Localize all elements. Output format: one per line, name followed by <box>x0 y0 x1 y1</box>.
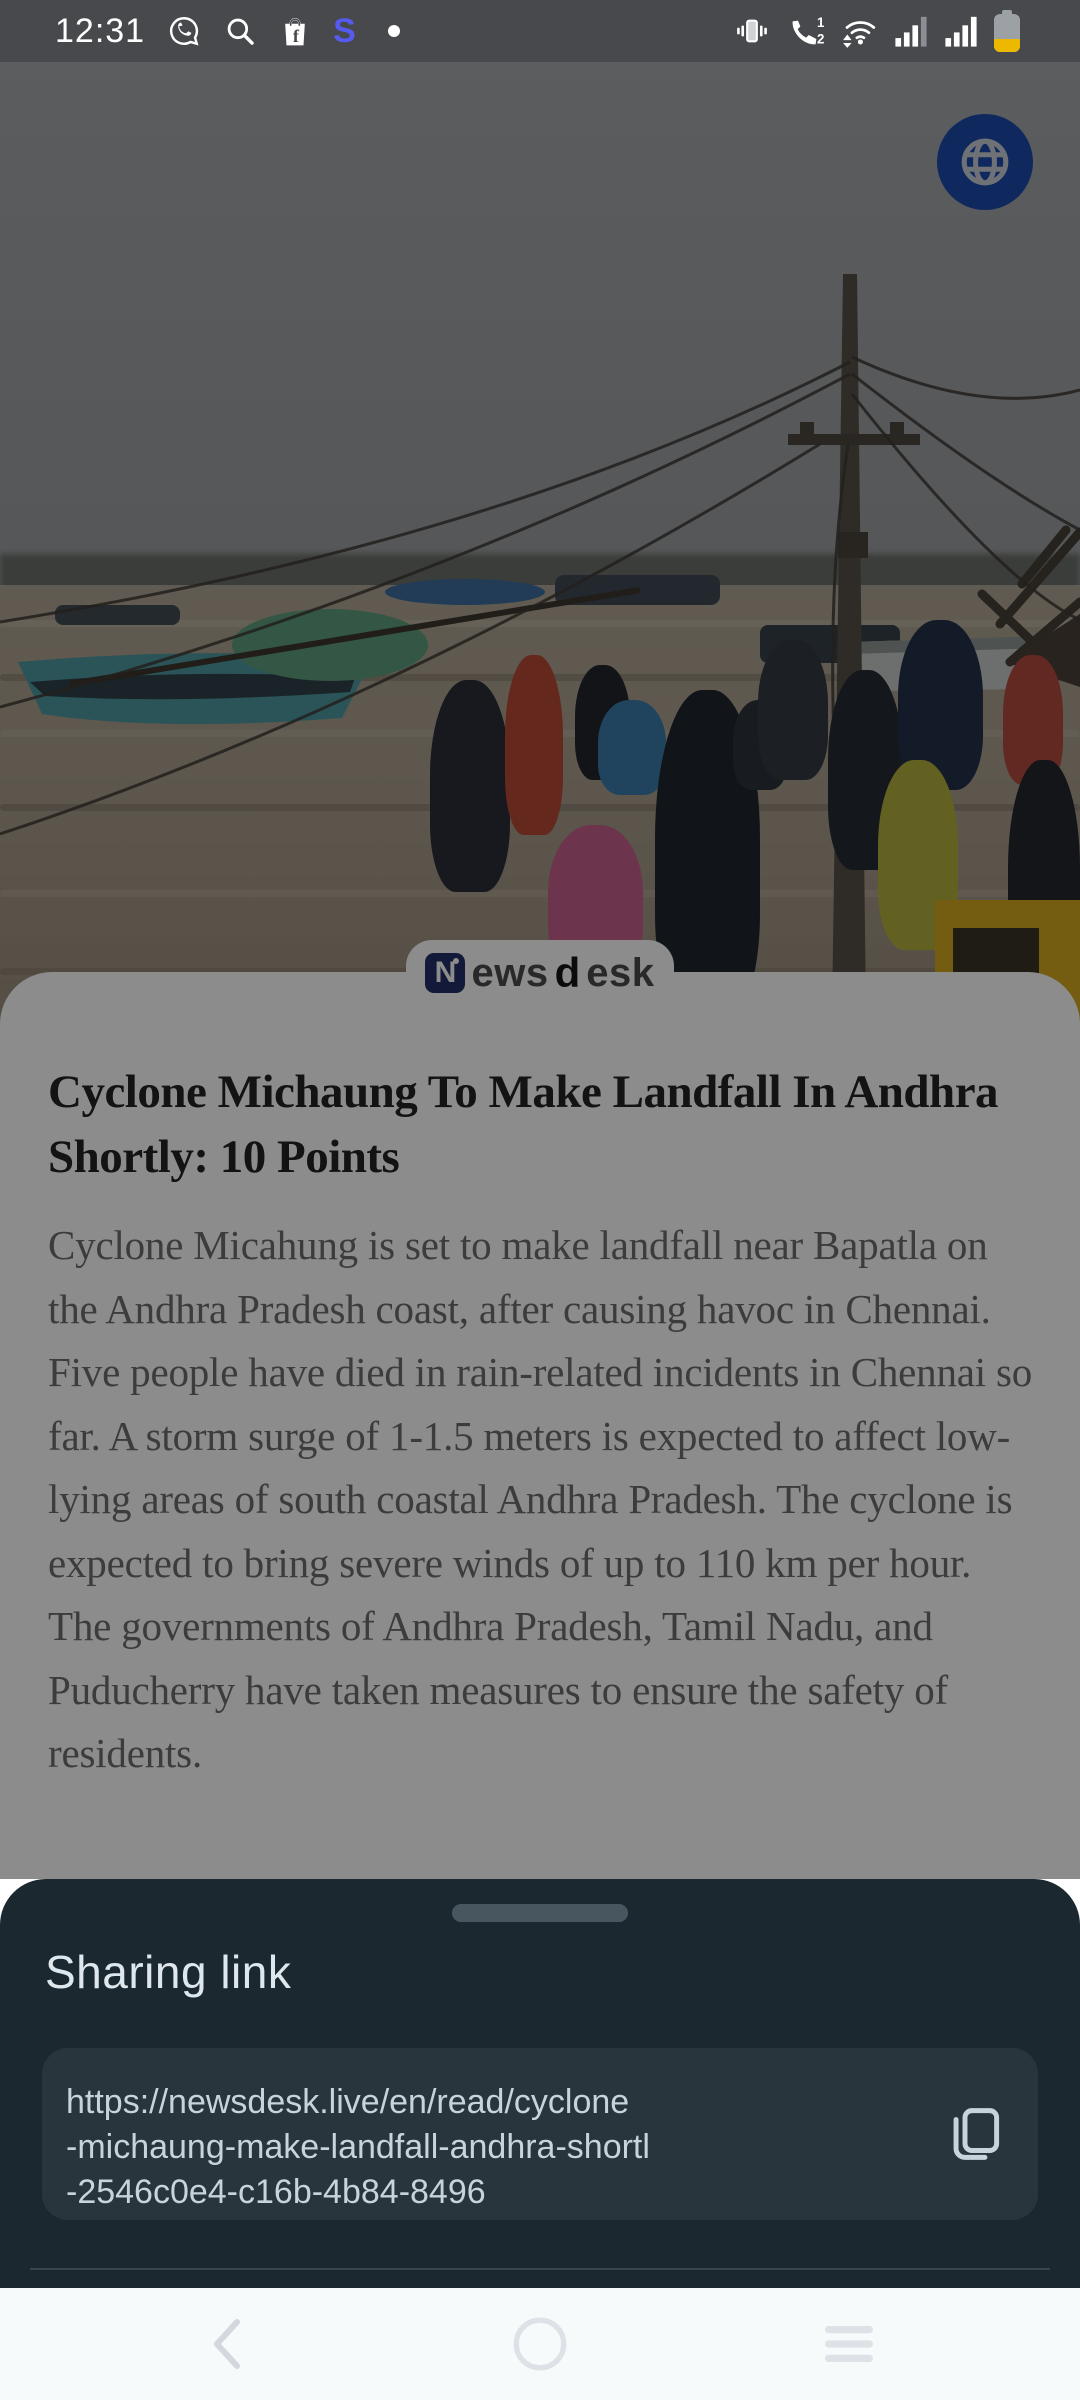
recents-menu-icon <box>825 2326 873 2362</box>
newsdesk-badge-icon: N <box>425 953 466 993</box>
signal-sim1-icon <box>895 16 927 47</box>
home-circle-icon <box>513 2317 567 2371</box>
language-globe-button[interactable] <box>937 114 1033 210</box>
clock-time: 12:31 <box>55 11 146 50</box>
svg-text:1: 1 <box>817 15 824 30</box>
article-body: Cyclone Micahung is set to make landfall… <box>48 1222 1033 1776</box>
badge-dot <box>453 958 460 964</box>
share-url-line: -2546c0e4-c16b-4b84-8496 <box>66 2173 486 2211</box>
wave-streak <box>0 620 1080 627</box>
share-url-line: https://newsdesk.live/en/read/cyclone <box>66 2083 630 2121</box>
nav-back-button[interactable] <box>167 2288 287 2400</box>
brand-wordmark-d: d <box>554 949 581 996</box>
nav-home-button[interactable] <box>480 2288 600 2400</box>
sheet-divider <box>30 2268 1050 2270</box>
status-bar-right: 1 2 <box>734 10 1080 52</box>
nav-recents-button[interactable] <box>789 2288 909 2400</box>
sheet-title: Sharing link <box>45 1946 292 1998</box>
brand-logo-tab: N ews d esk <box>406 940 674 1006</box>
back-chevron-icon <box>214 2319 240 2369</box>
badge-letter: N <box>434 956 457 989</box>
wave-streak <box>0 890 1080 897</box>
search-icon <box>227 18 254 45</box>
android-nav-bar <box>0 2288 1080 2400</box>
svg-text:f: f <box>293 26 300 46</box>
svg-text:2: 2 <box>817 32 824 47</box>
boats-pole-wires-graphic <box>0 274 1080 1012</box>
s-app-icon: S <box>333 12 356 50</box>
signal-sim2-icon <box>945 16 977 47</box>
person-figure-red-shirt <box>505 655 563 835</box>
share-url-box[interactable]: https://newsdesk.live/en/read/cyclone -m… <box>42 2048 1038 2220</box>
sheet-drag-handle[interactable] <box>452 1904 628 1922</box>
whatsapp-icon <box>170 17 199 46</box>
dual-sim-call-icon: 1 2 <box>792 15 824 47</box>
battery-icon <box>994 10 1020 52</box>
modal-scrim[interactable] <box>0 62 1080 1879</box>
brand-wordmark-part2: esk <box>586 950 655 995</box>
copy-icon <box>953 2108 1000 2160</box>
status-bar-left: 12:31 f S <box>0 12 400 51</box>
person-figure <box>758 640 828 780</box>
vibrate-icon <box>737 19 767 43</box>
person-figure-blue-tarp <box>598 700 666 795</box>
status-bar: 12:31 f S <box>0 0 1080 62</box>
share-url-line: -michaung-make-landfall-andhra-shortl <box>66 2128 650 2166</box>
shop-bag-f-icon: f <box>285 18 305 46</box>
notification-dot-icon <box>387 25 400 37</box>
copy-link-button[interactable] <box>938 2096 1014 2172</box>
person-figure <box>430 680 510 892</box>
brand-wordmark-part1: ews <box>471 950 549 995</box>
article-title: Cyclone Michaung To Make Landfall In And… <box>48 1066 999 1183</box>
globe-icon <box>961 138 1009 186</box>
wifi-arrows-icon <box>843 21 876 48</box>
article-hero-photo <box>0 62 1080 1060</box>
share-bottom-sheet: Sharing link https://newsdesk.live/en/re… <box>0 1879 1080 2288</box>
